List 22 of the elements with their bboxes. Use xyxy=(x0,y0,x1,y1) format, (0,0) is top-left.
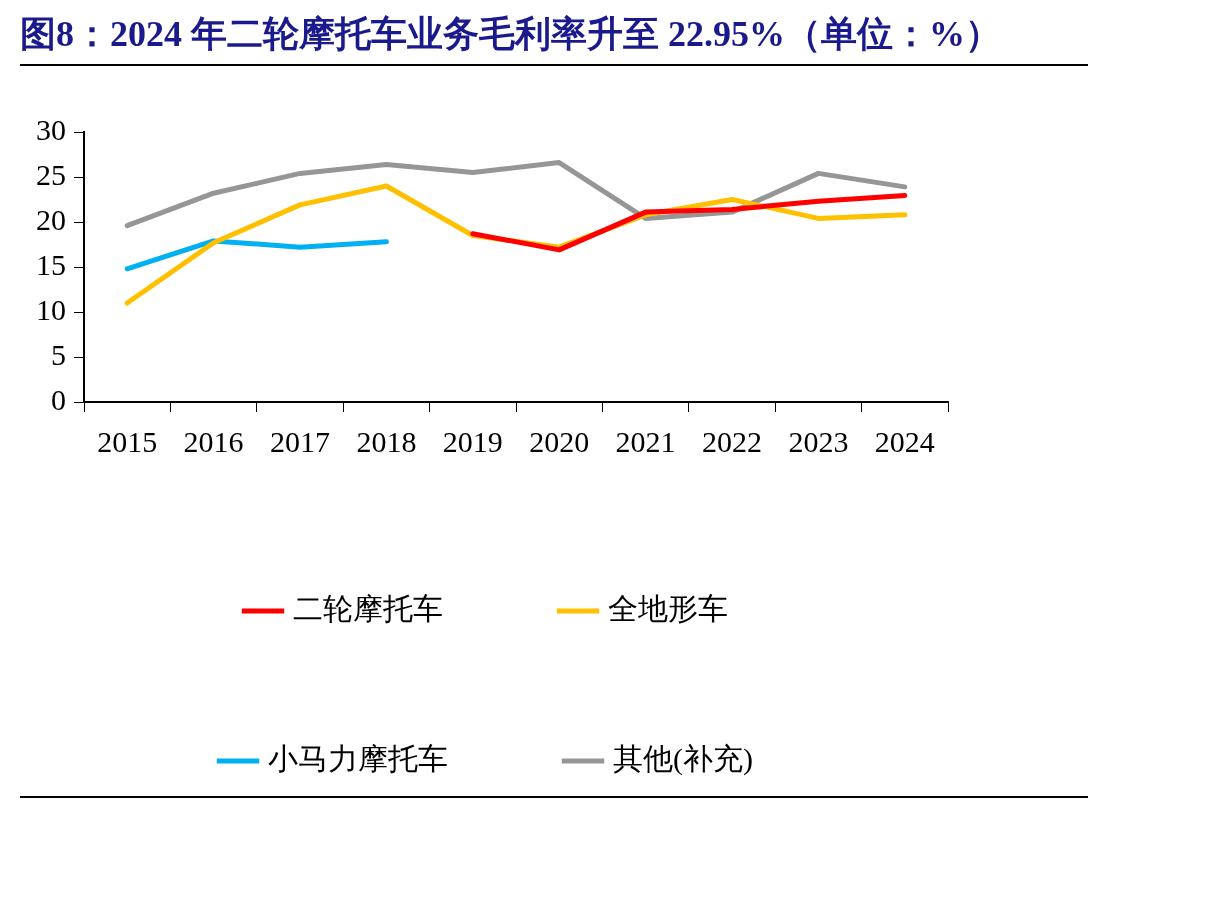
x-tick-label: 2020 xyxy=(529,424,590,458)
x-tick-label: 2019 xyxy=(442,424,503,458)
legend-label: 二轮摩托车 xyxy=(293,591,443,625)
chart-title: 图8：2024 年二轮摩托车业务毛利率升至 22.95%（单位：%） xyxy=(20,8,1088,66)
x-tick-label: 2021 xyxy=(615,424,676,458)
x-tick-label: 2016 xyxy=(183,424,244,458)
y-tick-label: 10 xyxy=(36,292,66,326)
y-tick-label: 25 xyxy=(36,157,66,191)
y-tick-label: 0 xyxy=(51,382,66,416)
y-tick-label: 20 xyxy=(36,202,66,236)
legend-label: 其他(补充) xyxy=(613,741,753,776)
legend-label: 全地形车 xyxy=(608,591,728,625)
x-tick-label: 2017 xyxy=(270,424,330,458)
y-tick-label: 30 xyxy=(36,112,66,146)
y-tick-label: 15 xyxy=(36,247,66,281)
x-tick-label: 2022 xyxy=(702,424,762,458)
legend-label: 小马力摩托车 xyxy=(268,741,449,775)
x-tick-label: 2015 xyxy=(97,424,158,458)
x-tick-label: 2023 xyxy=(788,424,849,458)
y-tick-label: 5 xyxy=(51,337,66,371)
x-tick-label: 2018 xyxy=(356,424,417,458)
x-tick-label: 2024 xyxy=(874,424,935,458)
